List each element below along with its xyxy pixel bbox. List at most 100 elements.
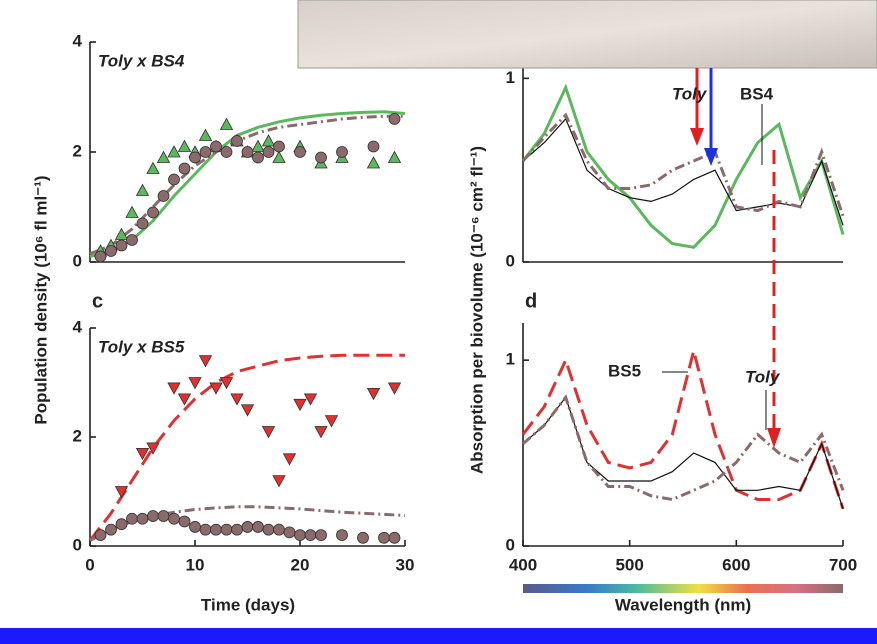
point (231, 523, 243, 536)
point (273, 140, 285, 153)
point (147, 510, 159, 522)
point (199, 146, 212, 158)
y-tick-label: 1 (506, 350, 515, 369)
y-axis-label: Absorption per biovolume (10⁻⁶ cm² fl⁻¹) (467, 146, 486, 474)
point (262, 146, 275, 158)
point (366, 156, 381, 169)
point (146, 442, 160, 455)
point (388, 113, 401, 125)
y-tick-label: 0 (73, 251, 82, 270)
point (168, 512, 180, 525)
point (387, 382, 402, 395)
x-tick-label: 400 (509, 555, 537, 574)
point (135, 183, 150, 196)
point (210, 140, 222, 153)
point (198, 128, 213, 141)
point (126, 512, 138, 525)
point (157, 510, 170, 522)
footer-bar (0, 628, 877, 644)
series-line (88, 353, 405, 542)
series-line (89, 110, 406, 258)
panel-label: d (525, 290, 537, 312)
point (294, 146, 306, 158)
annotation: Toly (672, 84, 708, 103)
point (147, 206, 159, 219)
y-axis-label: Population density (10⁶ fl ml⁻¹) (31, 175, 50, 424)
point (294, 529, 306, 541)
arrowhead (767, 428, 781, 448)
spectrum-bar (523, 584, 843, 593)
y-tick-label: 0 (73, 535, 82, 554)
point (135, 447, 150, 461)
panel-label: c (92, 290, 103, 312)
x-axis-label: Wavelength (nm) (615, 595, 751, 614)
overlay-image (297, 0, 877, 69)
point (199, 523, 212, 536)
point (262, 523, 275, 536)
point (357, 531, 369, 544)
point (114, 486, 129, 499)
point (272, 150, 286, 163)
point (314, 426, 328, 439)
point (367, 140, 380, 153)
annotation: BS4 (740, 84, 774, 103)
point (105, 245, 117, 257)
x-tick-label: 20 (291, 555, 310, 574)
point (273, 523, 285, 536)
arrows (662, 68, 781, 448)
point (336, 529, 348, 541)
point (219, 117, 234, 130)
point (261, 426, 276, 439)
y-tick-label: 0 (506, 251, 515, 270)
series-line (521, 112, 845, 217)
point (252, 151, 264, 164)
x-tick-label: 0 (85, 555, 94, 574)
arrowhead (704, 148, 718, 166)
point (168, 173, 180, 186)
series-line (522, 394, 845, 502)
x-tick-label: 500 (615, 555, 643, 574)
x-tick-label: 600 (722, 555, 750, 574)
point (219, 377, 234, 390)
y-tick-label: 4 (73, 317, 83, 336)
point (241, 521, 254, 533)
y-tick-label: 2 (73, 141, 82, 160)
point (125, 205, 139, 218)
series-line (521, 83, 845, 249)
y-tick-label: 1 (506, 68, 515, 87)
point (189, 151, 201, 164)
point (261, 134, 276, 147)
x-tick-label: 700 (829, 555, 857, 574)
annotation: BS5 (608, 361, 641, 380)
point (282, 453, 297, 466)
point (177, 393, 192, 406)
point (231, 135, 243, 147)
point (230, 393, 244, 406)
point (324, 415, 339, 428)
point (146, 161, 160, 174)
point (252, 521, 264, 533)
y-tick-label: 0 (506, 535, 515, 554)
x-axis-label: Time (days) (201, 595, 295, 614)
point (115, 239, 128, 252)
point (126, 234, 138, 246)
annotation: Toly x BS4 (98, 51, 185, 70)
series-line (89, 505, 406, 542)
x-tick-label: 10 (186, 555, 205, 574)
point (251, 139, 265, 152)
point (94, 250, 107, 263)
point (366, 387, 381, 401)
point (315, 529, 327, 541)
point (198, 355, 213, 368)
point (209, 382, 223, 395)
point (189, 521, 201, 533)
arrowhead (690, 128, 704, 146)
point (303, 393, 318, 406)
point (136, 512, 149, 525)
point (167, 145, 181, 158)
point (178, 162, 191, 175)
point (293, 398, 307, 412)
point (220, 523, 233, 536)
